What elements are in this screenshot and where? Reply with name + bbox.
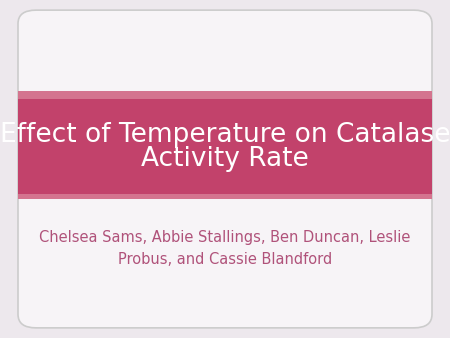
Text: Activity Rate: Activity Rate <box>141 146 309 172</box>
Bar <box>18 194 432 199</box>
Bar <box>18 91 432 99</box>
FancyBboxPatch shape <box>18 10 432 328</box>
Text: Effect of Temperature on Catalase: Effect of Temperature on Catalase <box>0 122 450 148</box>
Text: Probus, and Cassie Blandford: Probus, and Cassie Blandford <box>118 252 332 267</box>
Text: Chelsea Sams, Abbie Stallings, Ben Duncan, Leslie: Chelsea Sams, Abbie Stallings, Ben Dunca… <box>39 230 411 245</box>
Bar <box>18 99 432 194</box>
